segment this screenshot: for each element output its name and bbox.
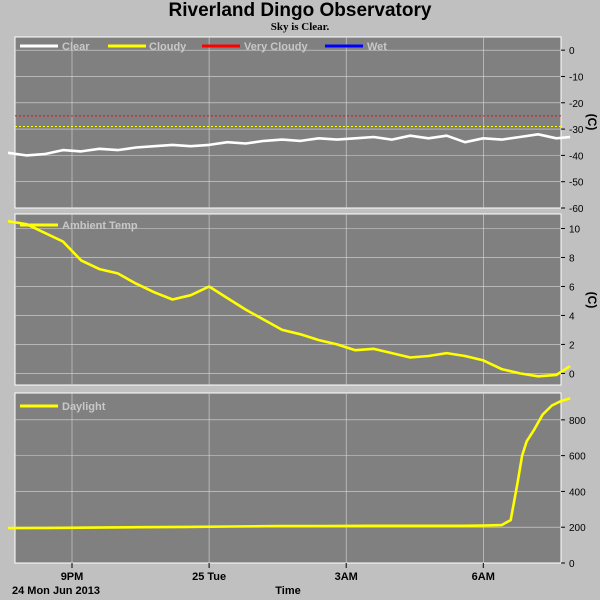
ytick-sky-4: -40 [569, 151, 584, 162]
ytick-daylight-4: 0 [569, 559, 575, 570]
x-axis-label: Time [275, 585, 300, 597]
ytick-sky-5: -50 [569, 178, 584, 189]
grid-layer [15, 37, 561, 563]
ytick-daylight-0: 800 [569, 416, 586, 427]
sky-status: Sky is Clear. [270, 21, 330, 33]
series-clear [7, 133, 571, 157]
daylight-panel [14, 392, 562, 564]
sky-unit-label: (C) [585, 114, 599, 131]
series-daylight [7, 397, 571, 530]
sky-panel [14, 36, 562, 209]
legend-clear: Clear [62, 41, 90, 53]
sky-legend: Clear Cloudy Very Cloudy Wet [20, 41, 387, 53]
ytick-ambient-2: 6 [569, 282, 575, 293]
tick-layer: 0 -10 -20 -30 -40 -50 -60 10 8 6 4 2 0 800 600 400 200 0 9… [61, 46, 586, 583]
daylight-legend: Daylight [20, 401, 106, 413]
legend-daylight: Daylight [62, 401, 106, 413]
threshold-layer [15, 115, 561, 127]
xtick-2: 3AM [335, 571, 358, 583]
ambient-unit-label: (C) [585, 292, 599, 309]
series-ambient-temp [7, 219, 571, 378]
ytick-daylight-1: 600 [569, 452, 586, 463]
ytick-ambient-0: 10 [569, 224, 581, 235]
xtick-0: 9PM [61, 571, 84, 583]
ytick-sky-1: -10 [569, 72, 584, 83]
ytick-ambient-5: 0 [569, 369, 575, 380]
ytick-sky-6: -60 [569, 204, 584, 215]
ytick-ambient-1: 8 [569, 253, 575, 264]
legend-ambient-temp: Ambient Temp [62, 220, 138, 232]
legend-cloudy: Cloudy [149, 41, 187, 53]
legend-very-cloudy: Very Cloudy [244, 41, 308, 53]
ytick-ambient-3: 4 [569, 311, 575, 322]
ytick-sky-2: -20 [569, 99, 584, 110]
xtick-1: 25 Tue [192, 571, 226, 583]
xtick-3: 6AM [472, 571, 495, 583]
ytick-daylight-3: 200 [569, 523, 586, 534]
series-layer [7, 133, 571, 530]
ambient-legend: Ambient Temp [20, 220, 138, 232]
date-label: 24 Mon Jun 2013 [12, 585, 100, 597]
ytick-ambient-4: 2 [569, 340, 575, 351]
ytick-daylight-2: 400 [569, 487, 586, 498]
ytick-sky-0: 0 [569, 46, 575, 57]
ytick-sky-3: -30 [569, 125, 584, 136]
legend-wet: Wet [367, 41, 387, 53]
chart-title: Riverland Dingo Observatory [168, 0, 432, 21]
